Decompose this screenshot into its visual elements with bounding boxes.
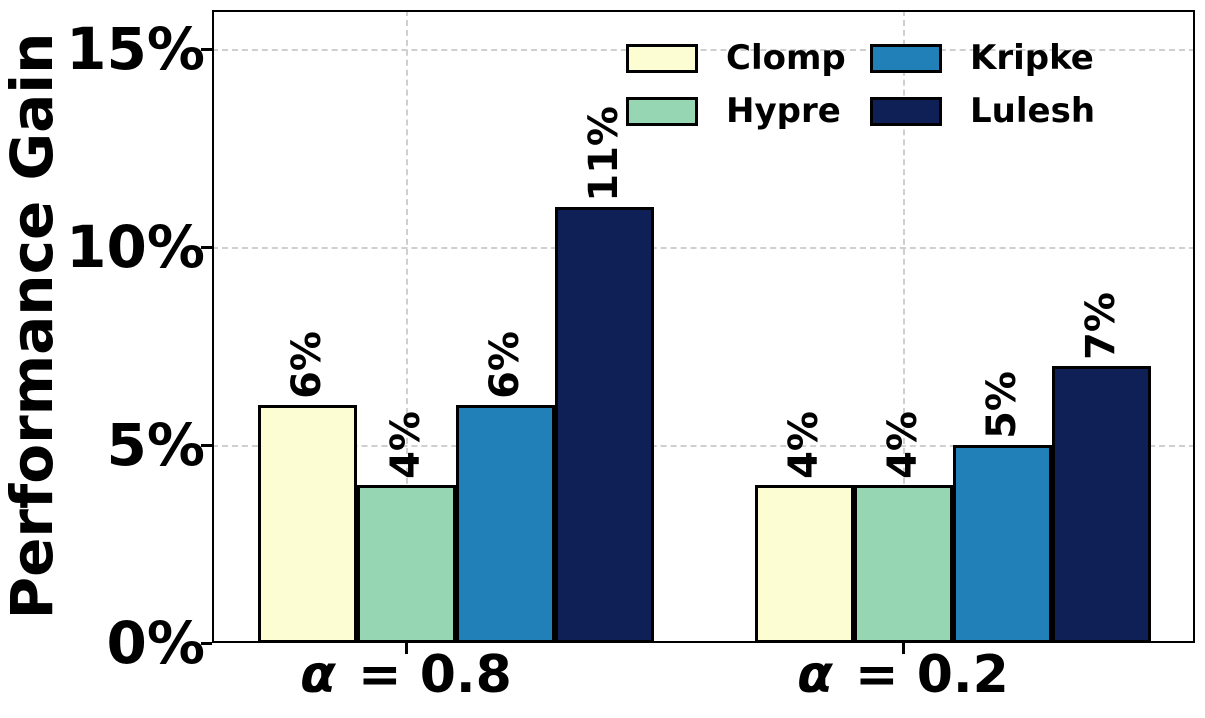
bar-value-label-lulesh-group0: 11% xyxy=(581,105,627,202)
legend-swatch-clomp xyxy=(626,43,698,73)
bar-value-label-lulesh-group1: 7% xyxy=(1078,291,1124,360)
legend-swatch-hypre xyxy=(626,96,698,126)
legend-label-lulesh: Lulesh xyxy=(970,91,1096,131)
y-tick-label-5: 5% xyxy=(106,411,205,479)
x-tick-mark-group1 xyxy=(901,643,905,654)
x-tick-mark-group0 xyxy=(404,643,408,654)
legend-item-lulesh: Lulesh xyxy=(870,94,1095,128)
bar-hypre-group1 xyxy=(853,484,953,643)
x-tick-label-alpha-0.2: α = 0.2 xyxy=(797,645,1009,705)
bar-kripke-group0 xyxy=(455,405,555,643)
y-axis-title: Performance Gain xyxy=(0,32,66,620)
y-tick-mark-0 xyxy=(201,641,212,645)
legend-swatch-lulesh xyxy=(870,96,942,126)
y-tick-mark-10 xyxy=(201,245,212,249)
y-tick-label-10: 10% xyxy=(66,213,205,281)
legend-label-clomp: Clomp xyxy=(726,38,846,78)
gridline-h-10 xyxy=(212,247,1195,249)
legend-swatch-kripke xyxy=(870,43,942,73)
bar-lulesh-group1 xyxy=(1051,365,1151,643)
legend-label-hypre: Hypre xyxy=(726,91,841,131)
y-tick-mark-15 xyxy=(201,47,212,51)
alpha-symbol: α xyxy=(797,645,833,705)
gridline-h-15 xyxy=(212,49,1195,51)
bar-value-label-hypre-group1: 4% xyxy=(880,410,926,479)
bar-kripke-group1 xyxy=(952,445,1052,643)
bar-value-label-clomp-group0: 6% xyxy=(284,331,330,400)
bar-value-label-hypre-group0: 4% xyxy=(383,410,429,479)
y-tick-label-15: 15% xyxy=(66,15,205,83)
legend-item-kripke: Kripke xyxy=(870,41,1094,75)
gridline-v-group0 xyxy=(406,10,408,643)
legend-item-clomp: Clomp xyxy=(626,41,846,75)
alpha-symbol: α xyxy=(300,645,336,705)
gridline-h-5 xyxy=(212,445,1195,447)
bar-value-label-clomp-group1: 4% xyxy=(781,410,827,479)
bar-clomp-group0 xyxy=(257,405,357,643)
legend-label-kripke: Kripke xyxy=(970,38,1094,78)
bar-lulesh-group0 xyxy=(554,207,654,643)
legend-item-hypre: Hypre xyxy=(626,94,841,128)
bar-value-label-kripke-group0: 6% xyxy=(482,331,528,400)
gridline-v-group1 xyxy=(903,10,905,643)
bar-clomp-group1 xyxy=(754,484,854,643)
bar-value-label-kripke-group1: 5% xyxy=(979,371,1025,439)
y-tick-label-0: 0% xyxy=(106,609,205,677)
x-tick-label-alpha-0.8: α = 0.8 xyxy=(300,645,512,705)
bar-hypre-group0 xyxy=(356,484,456,643)
y-tick-mark-5 xyxy=(201,443,212,447)
